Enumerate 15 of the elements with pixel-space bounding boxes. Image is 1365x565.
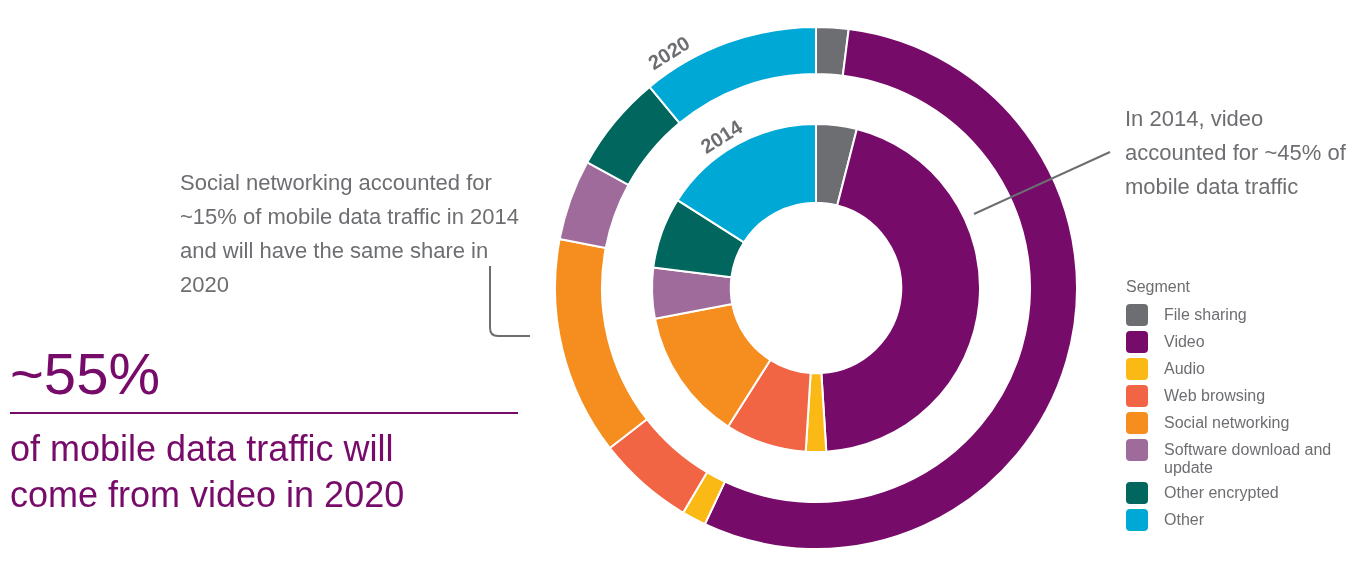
legend-title: Segment	[1126, 278, 1192, 296]
legend-label: Software download and update	[1164, 440, 1333, 477]
legend-label: Web browsing	[1164, 386, 1267, 405]
legend-label: Audio	[1164, 359, 1206, 378]
text: ~55%	[10, 340, 160, 407]
legend-label: Other	[1164, 510, 1205, 529]
slice-label: 2014	[696, 115, 747, 158]
legend-label: Social networking	[1164, 413, 1291, 432]
legend-label: File sharing	[1164, 305, 1248, 324]
text: In 2014, video accounted for ~45% of mobile data traffic	[1125, 105, 1347, 201]
text: of mobile data traffic will come from video in 2020	[10, 427, 406, 517]
legend-label: Other encrypted	[1164, 483, 1280, 502]
slice-label: 2020	[644, 31, 694, 74]
legend-label: Video	[1164, 332, 1206, 351]
text: Social networking accounted for ~15% of mobile data traffic in 2014 and will have the same share in 2020	[180, 169, 520, 299]
